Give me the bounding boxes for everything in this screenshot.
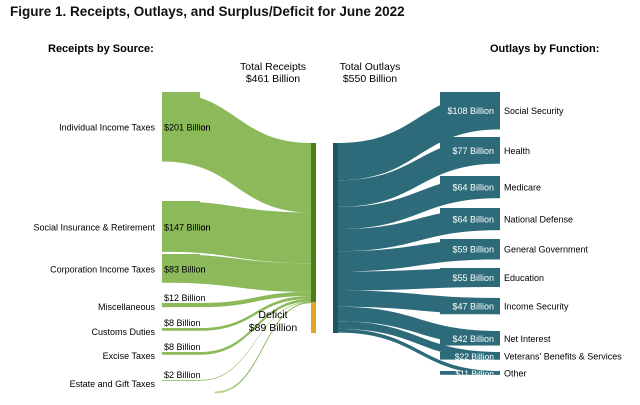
outlay-node-health [440,137,500,164]
receipt-band-value-corporation-income-taxes: $83 Billion [164,264,206,274]
receipt-node-estate-and-gift-taxes [162,380,200,381]
outlay-value-income-security: $47 Billion [452,302,494,312]
left-heading: Receipts by Source: [48,43,154,55]
outlay-node-other [440,371,500,375]
outlay-label-other: Other [504,368,527,378]
receipt-band-corporation-income-taxes [162,254,200,283]
outlay-node-social-security [440,92,500,130]
outlay-node-veterans-benefits-services [440,352,500,360]
receipt-flow-estate-and-gift-taxes [200,301,311,381]
receipt-flow-excise-taxes [200,298,311,355]
outlay-node-national-defense [440,208,500,231]
receipt-band-value-social-insurance-retirement: $147 Billion [164,222,211,232]
deficit-value: $89 Billion [249,322,298,334]
outlay-label-veterans-benefits-services: Veterans' Benefits & Services [504,351,622,361]
outlay-value-health: $77 Billion [452,146,494,156]
deficit-bar [311,302,316,334]
outlay-value-education: $55 Billion [452,273,494,283]
outlay-node-general-government [440,239,500,260]
total-receipts-value: $461 Billion [246,73,300,85]
outlay-value-national-defense: $64 Billion [452,215,494,225]
receipt-label-individual-income-taxes: Individual Income Taxes [59,123,155,133]
receipt-flow-miscellaneous [200,291,311,308]
outlay-label-medicare: Medicare [504,183,541,193]
receipt-node-miscellaneous [162,303,200,308]
receipt-flow-customs-duties [200,296,311,331]
receipt-label-miscellaneous: Miscellaneous [98,302,156,312]
outlay-flow-other [338,328,500,375]
outlay-label-general-government: General Government [504,245,589,255]
deficit-label: Deficit [258,309,287,321]
outlay-label-health: Health [504,146,530,156]
outlay-node-medicare [440,176,500,199]
receipt-label-social-insurance-retirement: Social Insurance & Retirement [33,222,155,232]
outlay-label-education: Education [504,273,544,283]
outlay-value-other: $11 Billion [455,368,494,378]
outlay-value-veterans-benefits-services: $22 Billion [455,351,494,361]
outlay-label-national-defense: National Defense [504,215,573,225]
outlay-value-general-government: $59 Billion [452,245,494,255]
total-outlays-value: $550 Billion [343,73,397,85]
figure-title: Figure 1. Receipts, Outlays, and Surplus… [10,4,405,19]
outlay-node-education [440,268,500,288]
outlay-flow-veterans-benefits-services [338,321,500,360]
outlay-label-social-security: Social Security [504,106,564,116]
receipt-band-individual-income-taxes [162,92,200,162]
outlay-node-net-interest [440,331,500,346]
outlay-label-net-interest: Net Interest [504,334,551,344]
outlay-label-income-security: Income Security [504,302,569,312]
right-heading: Outlays by Function: [490,43,599,55]
receipt-value-estate-and-gift-taxes: $2 Billion [164,370,201,380]
total-receipts-bar [311,143,316,303]
receipt-value-excise-taxes: $8 Billion [164,342,201,352]
receipt-label-excise-taxes: Excise Taxes [103,351,156,361]
total-outlays-label: Total Outlays [340,61,401,73]
receipt-label-estate-and-gift-taxes: Estate and Gift Taxes [70,379,156,389]
receipt-node-customs-duties [162,328,200,331]
receipt-label-corporation-income-taxes: Corporation Income Taxes [50,264,155,274]
total-outlays-bar [333,143,338,334]
receipt-value-customs-duties: $8 Billion [164,318,201,328]
receipt-band-social-insurance-retirement [162,201,200,252]
outlay-value-social-security: $108 Billion [447,106,494,116]
receipt-node-excise-taxes [162,352,200,355]
outlay-value-net-interest: $42 Billion [452,334,494,344]
receipt-band-value-individual-income-taxes: $201 Billion [164,123,211,133]
receipt-label-customs-duties: Customs Duties [91,327,155,337]
outlay-value-medicare: $64 Billion [452,183,494,193]
receipt-value-miscellaneous: $12 Billion [164,293,206,303]
total-receipts-label: Total Receipts [240,61,306,73]
outlay-node-income-security [440,298,500,315]
